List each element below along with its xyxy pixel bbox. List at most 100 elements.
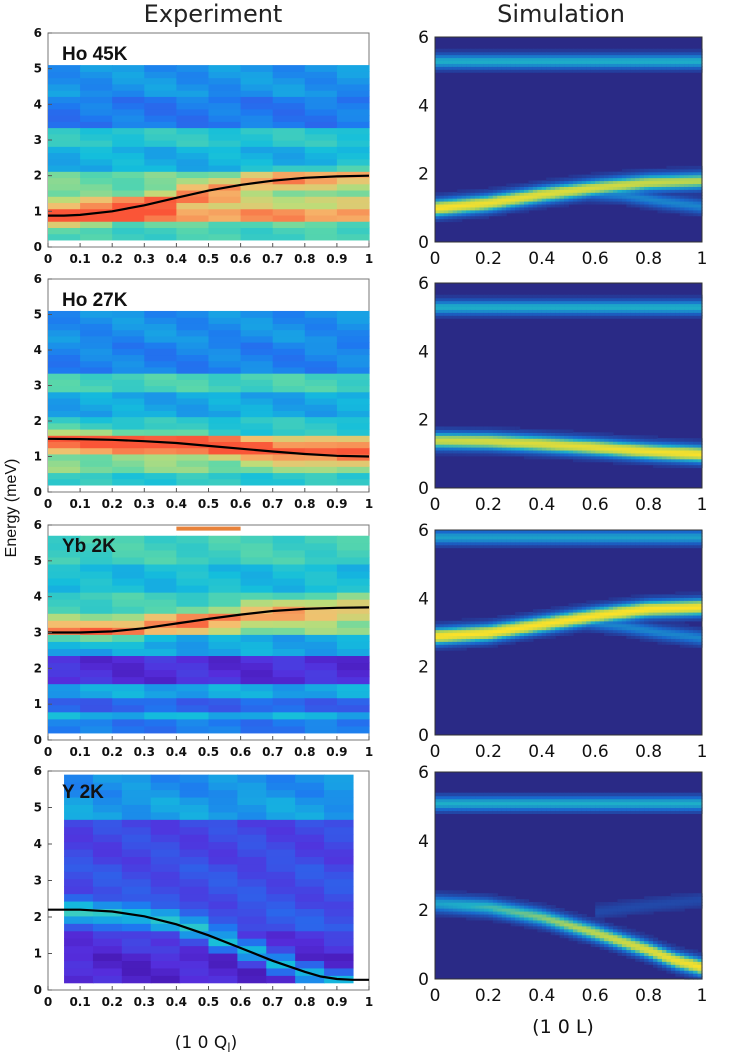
heatmap-cell	[537, 54, 543, 59]
heatmap-cell	[532, 66, 538, 70]
heatmap-cell	[443, 435, 449, 439]
heatmap-cell	[448, 312, 454, 316]
heatmap-cell	[497, 294, 503, 299]
heatmap-cell	[272, 183, 306, 191]
heatmap-cell	[179, 915, 210, 924]
heatmap-cell	[295, 774, 325, 783]
heatmap-cell	[461, 198, 467, 202]
heatmap-cell	[679, 174, 685, 179]
heatmap-cell	[497, 435, 503, 439]
heatmap-cell	[208, 428, 242, 436]
heatmap-cell	[550, 635, 556, 639]
heatmap-cell	[577, 54, 583, 59]
heatmap-cell	[675, 461, 681, 466]
heatmap-cell	[550, 57, 556, 62]
heatmap-cell	[626, 174, 632, 179]
heatmap-cell	[304, 669, 338, 678]
y-tick-label: 6	[34, 26, 42, 40]
heatmap-cell	[599, 438, 605, 442]
heatmap-cell	[537, 614, 543, 619]
heatmap-cell	[697, 63, 703, 67]
heatmap-cell	[639, 635, 645, 639]
heatmap-cell	[240, 556, 274, 565]
heatmap-cell	[528, 294, 534, 299]
heatmap-cell	[621, 174, 627, 179]
heatmap-cell	[684, 591, 690, 596]
heatmap-cell	[697, 177, 703, 182]
heatmap-cell	[272, 323, 306, 331]
heatmap-cell	[336, 379, 370, 387]
heatmap-cell	[506, 807, 512, 812]
heatmap-cell	[272, 556, 306, 565]
heatmap-cell	[80, 697, 113, 706]
x-tick-label: 0.1	[69, 497, 90, 511]
heatmap-cell	[64, 900, 94, 909]
heatmap-cell	[648, 617, 654, 622]
heatmap-cell	[572, 294, 578, 299]
heatmap-cell	[537, 300, 543, 305]
heatmap-cell	[595, 306, 601, 310]
heatmap-cell	[461, 315, 467, 319]
heatmap-cell	[635, 635, 641, 639]
heatmap-cell	[208, 404, 242, 411]
heatmap-cell	[572, 306, 578, 310]
heatmap-cell	[590, 297, 596, 302]
heatmap-cell	[483, 438, 489, 442]
heatmap-cell	[510, 541, 516, 546]
heatmap-cell	[524, 620, 530, 625]
heatmap-cell	[457, 297, 463, 302]
heatmap-cell	[448, 297, 454, 302]
heatmap-cell	[144, 214, 177, 222]
heatmap-cell	[688, 617, 694, 622]
heatmap-cell	[435, 195, 441, 199]
heatmap-cell	[240, 227, 274, 235]
heatmap-cell	[435, 893, 441, 897]
heatmap-cell	[564, 541, 570, 546]
heatmap-cell	[617, 629, 623, 634]
heatmap-cell	[684, 626, 690, 631]
heatmap-cell	[635, 532, 641, 537]
heatmap-cell	[693, 614, 699, 619]
heatmap-cell	[237, 967, 267, 976]
heatmap-cell	[497, 635, 503, 639]
heatmap-cell	[144, 335, 177, 343]
heatmap-cell	[524, 51, 530, 56]
heatmap-cell	[541, 535, 547, 540]
heatmap-cell	[675, 609, 681, 613]
heatmap-cell	[604, 455, 610, 460]
heatmap-cell	[439, 441, 445, 445]
heatmap-cell	[684, 177, 690, 182]
heatmap-cell	[546, 444, 552, 448]
heatmap-cell	[532, 452, 538, 457]
heatmap-cell	[470, 535, 476, 540]
heatmap-cell	[336, 585, 370, 593]
heatmap-cell	[488, 186, 494, 190]
dispersion-curve	[48, 908, 369, 981]
heatmap-cell	[506, 312, 512, 316]
heatmap-cell	[240, 620, 274, 628]
heatmap-cell	[488, 452, 494, 457]
heatmap-cell	[670, 60, 676, 64]
heatmap-cell	[48, 202, 81, 210]
heatmap-cell	[524, 530, 530, 534]
heatmap-cell	[635, 294, 641, 299]
heatmap-cell	[461, 312, 467, 316]
heatmap-cell	[697, 441, 703, 445]
heatmap-cell	[688, 312, 694, 316]
heatmap-cell	[564, 63, 570, 67]
heatmap-cell	[336, 725, 370, 734]
heatmap-cell	[497, 54, 503, 59]
heatmap-cell	[590, 66, 596, 70]
heatmap-cell	[546, 189, 552, 193]
heatmap-cell	[599, 600, 605, 604]
heatmap-cell	[176, 183, 210, 191]
heatmap-cell	[550, 541, 556, 546]
heatmap-cell	[586, 538, 592, 543]
heatmap-cell	[653, 306, 659, 310]
heatmap-cell	[657, 530, 663, 534]
heatmap-cell	[510, 617, 516, 622]
heatmap-cell	[653, 180, 659, 185]
heatmap-cell	[497, 432, 503, 436]
heatmap-cell	[506, 452, 512, 457]
